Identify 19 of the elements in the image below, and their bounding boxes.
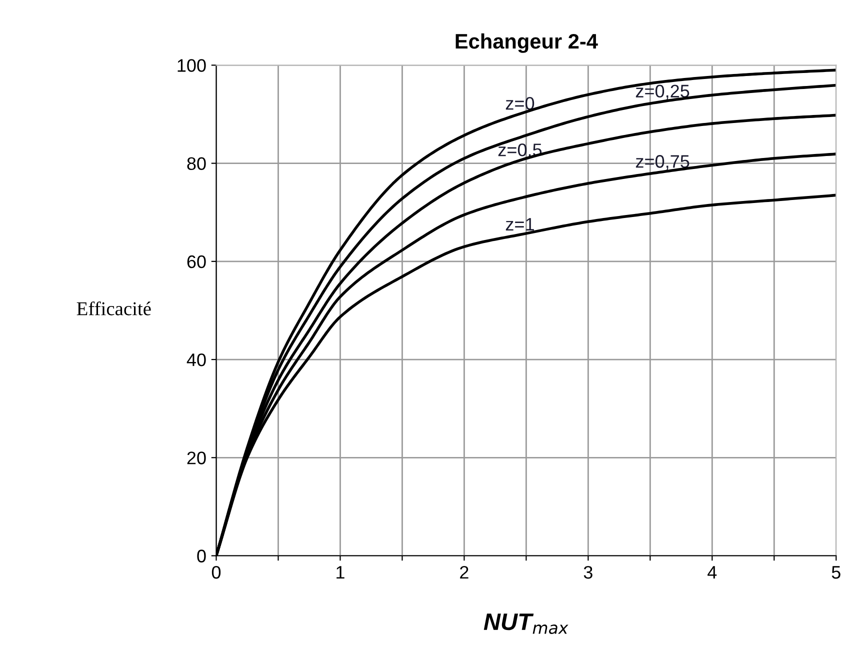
x-tick-label: 1 — [336, 566, 344, 579]
annotation: z=0,25 — [636, 84, 690, 100]
chart-title: Echangeur 2-4 — [456, 33, 598, 53]
x-tick-label: 5 — [832, 566, 840, 579]
y-tick-label: 80 — [187, 157, 206, 170]
annotation: z=0 — [506, 97, 534, 110]
x-tick-label: 4 — [708, 566, 717, 579]
x-tick-label: 2 — [460, 566, 468, 579]
annotation: z=1 — [506, 218, 534, 230]
y-tick-label: 60 — [187, 255, 206, 268]
y-tick-label: 20 — [187, 452, 206, 464]
y-axis-title: Efficacité — [76, 301, 151, 316]
annotation: z=0,75 — [636, 155, 690, 170]
x-tick-label: 3 — [584, 566, 592, 579]
y-tick-label: 40 — [186, 353, 206, 366]
x-tick-label: 0 — [212, 566, 221, 579]
y-tick-label: 0 — [197, 550, 206, 562]
y-tick-label: 100 — [178, 59, 206, 72]
x-axis-title: NUT$_{max}$ — [484, 614, 568, 634]
